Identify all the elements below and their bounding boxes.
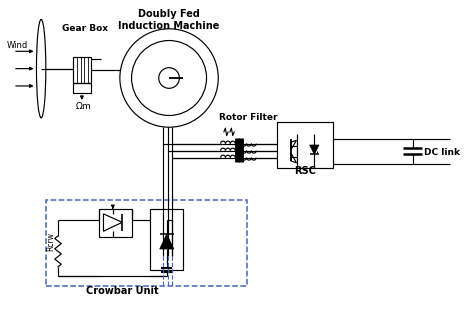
Text: RSC: RSC (294, 166, 316, 176)
Bar (99, 209, 132, 237)
Text: Wind: Wind (7, 41, 27, 50)
Text: DC link: DC link (424, 148, 460, 157)
Bar (73, 83, 91, 93)
Text: Gear Box: Gear Box (62, 24, 108, 33)
Polygon shape (160, 234, 174, 249)
Polygon shape (310, 145, 319, 154)
Text: Crowbar Unit: Crowbar Unit (86, 286, 158, 296)
Text: Rcrw: Rcrw (46, 233, 55, 252)
Text: Induction Machine: Induction Machine (118, 21, 220, 31)
Text: Doubly Fed: Doubly Fed (138, 9, 200, 19)
Bar (150, 209, 183, 270)
Text: Rotor Filter: Rotor Filter (219, 113, 278, 122)
Text: $\Omega$m: $\Omega$m (75, 100, 92, 111)
Bar (277, 122, 333, 168)
Bar (73, 57, 91, 83)
